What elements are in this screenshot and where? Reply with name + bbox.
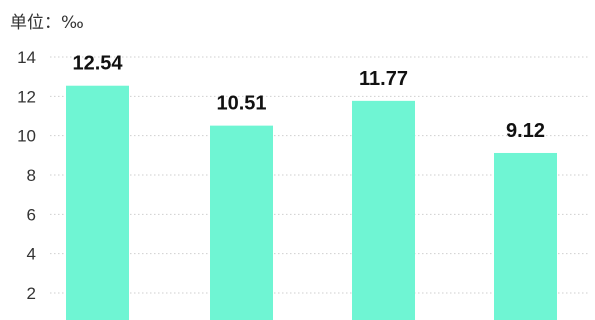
y-tick-label: 2 bbox=[27, 284, 36, 303]
bar-value-label: 10.51 bbox=[216, 93, 266, 115]
y-tick-label: 14 bbox=[17, 48, 36, 67]
bar bbox=[210, 125, 273, 320]
bars bbox=[66, 85, 557, 320]
y-tick-label: 12 bbox=[17, 87, 36, 106]
value-labels: 12.54 10.51 11.77 9.12 bbox=[72, 53, 545, 142]
unit-label: 单位：‰ bbox=[10, 13, 84, 33]
y-tick-label: 10 bbox=[17, 127, 36, 146]
y-tick-label: 4 bbox=[27, 245, 36, 264]
y-tick-label: 6 bbox=[27, 205, 36, 224]
y-tick-label: 8 bbox=[27, 166, 36, 185]
bar bbox=[494, 152, 557, 320]
y-axis-ticks: 2 4 6 8 10 12 14 bbox=[17, 48, 36, 303]
bar-value-label: 11.77 bbox=[359, 68, 408, 90]
bar-value-label: 12.54 bbox=[72, 53, 123, 75]
bar bbox=[66, 85, 129, 320]
bar bbox=[352, 100, 415, 320]
bar-value-label: 9.12 bbox=[506, 120, 545, 142]
